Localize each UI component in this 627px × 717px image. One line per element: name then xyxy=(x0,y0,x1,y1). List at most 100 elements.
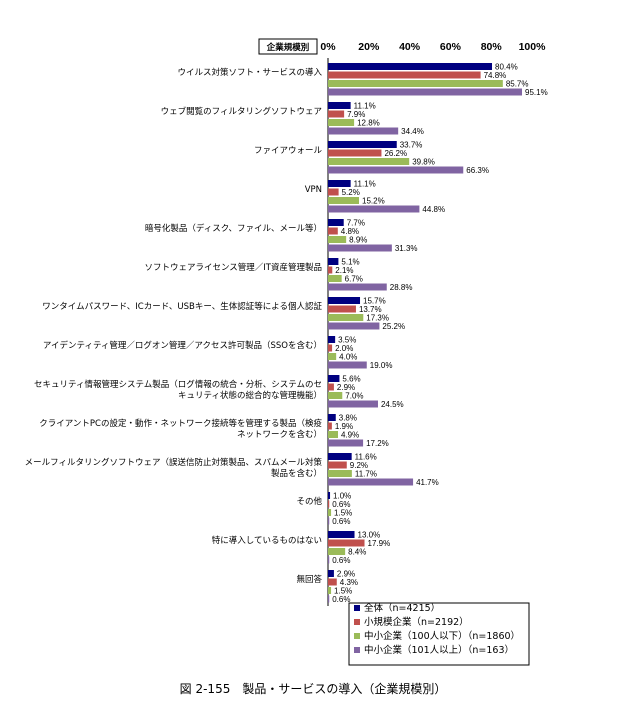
plot-area: 80.4%74.8%85.7%95.1%11.1%7.9%12.8%34.4%3… xyxy=(327,58,548,606)
category-label: 特に導入しているものはない xyxy=(212,535,322,546)
data-label: 1.9% xyxy=(335,422,353,431)
bar xyxy=(328,197,360,204)
bar xyxy=(328,470,352,477)
bar xyxy=(328,539,365,547)
data-label: 12.8% xyxy=(357,119,380,128)
bar xyxy=(328,110,345,118)
category-label: 製品を含む） xyxy=(271,468,322,479)
bar xyxy=(328,453,352,460)
data-label: 34.4% xyxy=(401,127,424,136)
x-tick-label: 80% xyxy=(481,41,503,53)
data-label: 44.8% xyxy=(422,205,445,214)
data-label: 7.0% xyxy=(345,392,363,401)
data-label: 1.5% xyxy=(334,509,352,518)
data-label: 0.6% xyxy=(332,500,350,509)
category-label: その他 xyxy=(296,496,322,507)
data-label: 13.0% xyxy=(358,531,381,540)
data-label: 13.7% xyxy=(359,305,382,314)
chart-header: 企業規模別 xyxy=(258,38,318,55)
data-label: 0.6% xyxy=(332,556,350,565)
bar xyxy=(328,88,523,96)
data-label: 19.0% xyxy=(370,361,393,370)
bar xyxy=(328,414,336,421)
data-label: 0.6% xyxy=(332,517,350,526)
data-label: 4.0% xyxy=(339,353,357,362)
data-label: 15.2% xyxy=(362,197,385,206)
bar xyxy=(328,141,397,148)
data-label: 8.9% xyxy=(349,236,367,245)
data-label: 39.8% xyxy=(412,158,435,167)
legend-box xyxy=(348,602,530,666)
x-tick-label: 60% xyxy=(440,41,462,53)
data-label: 2.1% xyxy=(335,266,353,275)
data-label: 4.8% xyxy=(341,227,359,236)
bar xyxy=(328,461,347,469)
bar xyxy=(328,166,464,174)
bar xyxy=(328,80,503,87)
bar xyxy=(328,509,332,516)
data-label: 24.5% xyxy=(381,400,404,409)
legend-label: 中小企業（100人以下）（n=1860） xyxy=(364,630,520,642)
bar xyxy=(328,258,339,265)
bar xyxy=(328,548,346,555)
data-label: 31.3% xyxy=(395,244,418,253)
data-label: 74.8% xyxy=(484,71,507,80)
bar xyxy=(328,392,343,399)
category-label: ワンタイムパスワード、ICカード、USBキー、生体認証等による個人認証 xyxy=(42,301,322,312)
bar xyxy=(328,305,356,313)
bar xyxy=(328,344,333,352)
data-label: 5.1% xyxy=(341,258,359,267)
data-label: 28.8% xyxy=(390,283,413,292)
bar xyxy=(328,322,380,330)
x-axis-ticks: 0% 20% 40% 60% 80% 100% xyxy=(320,41,546,53)
legend-swatch xyxy=(354,605,360,611)
data-label: 0.6% xyxy=(332,595,350,604)
legend-label: 小規模企業（n=2192） xyxy=(364,616,469,628)
data-label: 15.7% xyxy=(363,297,386,306)
bar xyxy=(328,431,338,438)
figure-caption: 図 2-155 製品・サービスの導入（企業規模別） xyxy=(180,681,447,696)
bar xyxy=(328,517,330,525)
data-label: 17.9% xyxy=(368,539,391,548)
bar xyxy=(328,71,481,79)
bar xyxy=(328,361,367,369)
data-label: 7.9% xyxy=(347,110,365,119)
data-label: 33.7% xyxy=(400,141,423,150)
category-label: 無回答 xyxy=(296,574,322,585)
bar xyxy=(328,297,361,304)
bar xyxy=(328,578,337,586)
category-label: クライアントPCの設定・動作・ネットワーク接続等を管理する製品（検疫 xyxy=(39,418,322,429)
category-labels: ウイルス対策ソフト・サービスの導入ウェブ閲覧のフィルタリングソフトウェアファイア… xyxy=(25,67,323,585)
bar xyxy=(328,400,378,408)
bar xyxy=(328,158,410,165)
x-tick-label: 0% xyxy=(320,41,336,53)
x-tick-label: 40% xyxy=(399,41,421,53)
bar xyxy=(328,314,364,321)
data-label: 3.8% xyxy=(339,414,357,423)
x-tick-label: 100% xyxy=(519,41,547,53)
category-label: メールフィルタリングソフトウェア（誤送信防止対策製品、スパムメール対策 xyxy=(25,457,323,468)
data-label: 95.1% xyxy=(525,88,548,97)
bar xyxy=(328,531,355,538)
category-label: キュリティ状態の総合的な管理機能） xyxy=(178,390,322,401)
data-label: 11.1% xyxy=(354,102,376,111)
bar xyxy=(328,570,334,577)
legend-label: 中小企業（101人以上）（n=163） xyxy=(364,644,514,656)
bar xyxy=(328,383,334,391)
category-label: ウェブ閲覧のフィルタリングソフトウェア xyxy=(161,106,322,117)
category-label: ソフトウェアライセンス管理／IT資産管理製品 xyxy=(144,262,322,273)
bar xyxy=(328,205,420,213)
bar xyxy=(328,180,351,187)
category-label: セキュリティ情報管理システム製品（ログ情報の統合・分析、システムのセ xyxy=(34,379,322,390)
bar xyxy=(328,556,330,564)
bar xyxy=(328,63,493,70)
data-label: 11.1% xyxy=(354,180,376,189)
data-label: 4.9% xyxy=(341,431,359,440)
category-label: ネットワークを含む） xyxy=(237,429,322,440)
data-label: 9.2% xyxy=(350,461,368,470)
data-label: 66.3% xyxy=(466,166,489,175)
data-label: 3.5% xyxy=(338,336,356,345)
legend-swatch xyxy=(354,633,360,639)
data-label: 41.7% xyxy=(416,478,439,487)
